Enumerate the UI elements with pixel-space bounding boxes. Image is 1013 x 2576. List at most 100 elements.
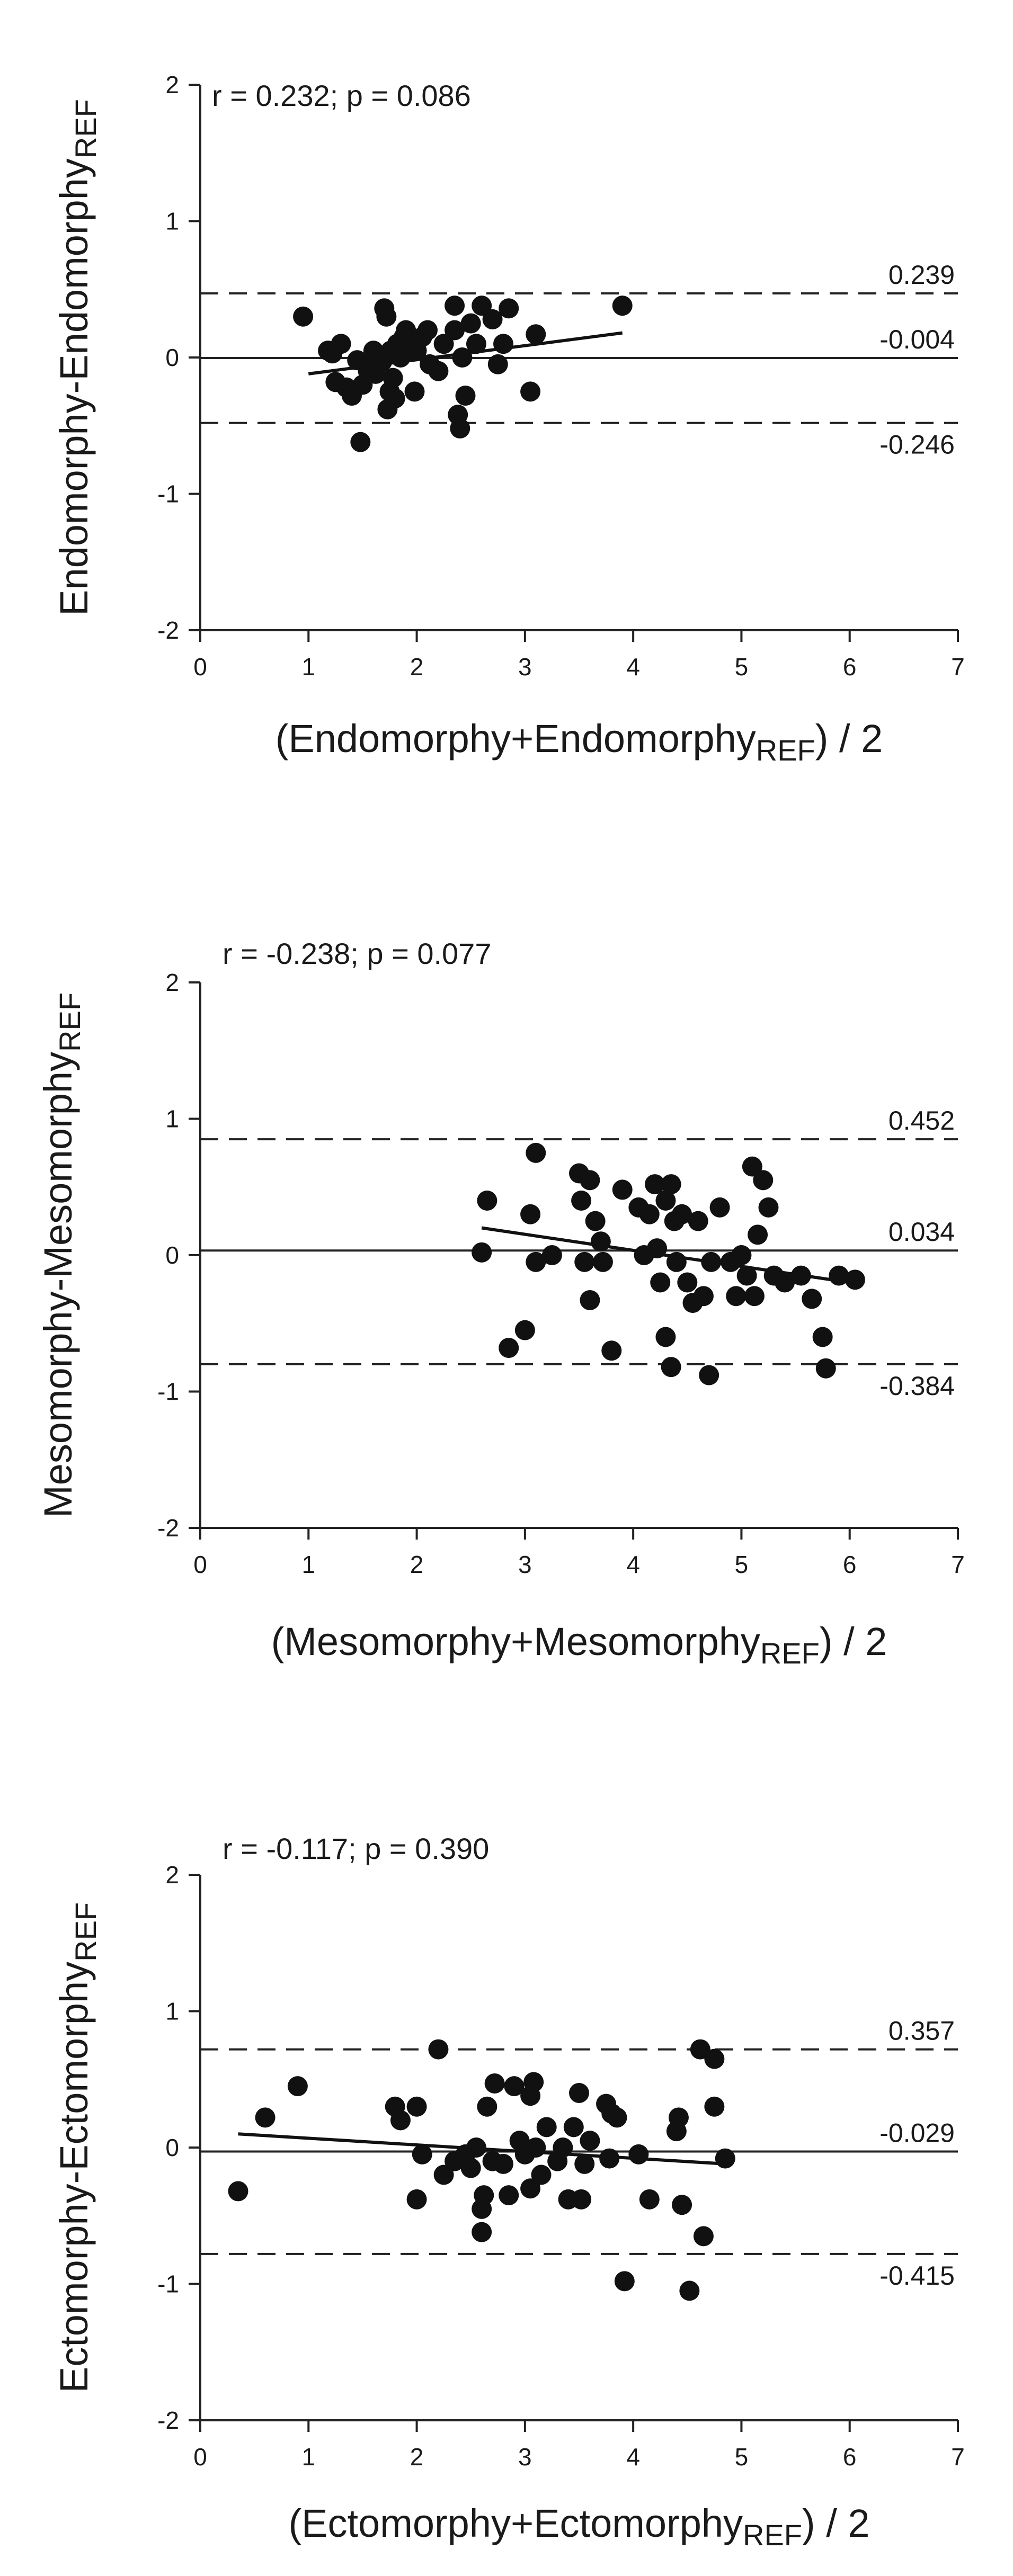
y-tick-label: 1 (165, 1105, 179, 1133)
reference-line-label: 0.239 (888, 260, 955, 290)
y-tick-label: -2 (157, 616, 179, 644)
x-tick-label: 3 (518, 653, 532, 681)
y-axis-title-subscript: REF (69, 1902, 102, 1962)
data-point (601, 1340, 622, 1361)
y-tick-label: 2 (165, 1861, 179, 1889)
x-axis-title-main: (Endomorphy+Endomorphy (276, 717, 756, 761)
data-point (628, 2144, 649, 2164)
data-point (672, 2195, 692, 2215)
data-point (228, 2181, 248, 2202)
data-point (553, 2137, 573, 2158)
reference-line-label: 0.357 (888, 2016, 955, 2046)
data-point (701, 1251, 722, 1272)
reference-line-label: 0.452 (888, 1106, 955, 1135)
data-point (693, 1286, 714, 1307)
y-tick-label: -1 (157, 1378, 179, 1406)
y-axis-title-subscript: REF (53, 992, 86, 1052)
y-axis-title-main: Mesomorphy-Mesomorphy (36, 1052, 80, 1518)
data-point (433, 2164, 454, 2185)
data-point (526, 1251, 546, 1272)
data-point (474, 2185, 494, 2206)
data-point (612, 1179, 633, 1200)
data-point (493, 334, 513, 354)
data-point (731, 1245, 752, 1265)
data-point (531, 2164, 552, 2185)
data-point (693, 2226, 714, 2247)
data-point (742, 1156, 762, 1177)
x-tick-label: 5 (735, 2443, 749, 2471)
data-point (406, 2096, 427, 2117)
data-point (499, 1338, 519, 1358)
data-point (790, 1265, 811, 1286)
y-tick-label: 1 (165, 1998, 179, 2025)
x-axis-title-subscript: REF (743, 2518, 802, 2552)
data-point (520, 2178, 541, 2199)
data-point (715, 2148, 735, 2169)
x-tick-label: 3 (518, 1551, 532, 1578)
data-point (744, 1286, 765, 1307)
y-tick-label: 0 (165, 1241, 179, 1269)
data-point (645, 1174, 665, 1195)
chart-panel-3: 0 1 2 3 4 5 6 7 -2 -1 0 1 2 0.357 -0.029 -0.415 r = -0.1… (52, 1832, 965, 2552)
data-point (726, 1286, 747, 1307)
reference-line-label: -0.384 (879, 1371, 955, 1401)
data-point (585, 1211, 606, 1231)
x-tick-label: 2 (410, 653, 424, 681)
x-tick-label: 6 (843, 2443, 857, 2471)
x-axis-title-main: (Mesomorphy+Mesomorphy (271, 1620, 760, 1663)
data-point (445, 320, 465, 341)
data-point (677, 1272, 698, 1293)
x-axis-title-subscript: REF (756, 734, 815, 767)
data-point (536, 2117, 557, 2137)
data-point (829, 1265, 849, 1286)
data-point (455, 386, 476, 406)
y-tick-label: 0 (165, 344, 179, 371)
data-point (699, 1365, 719, 1385)
data-point (331, 334, 351, 354)
data-point (666, 1251, 687, 1272)
data-point (661, 1357, 681, 1378)
data-point (504, 2076, 525, 2097)
x-tick-label: 1 (301, 2443, 315, 2471)
y-tick-label: -1 (157, 2270, 179, 2298)
data-point (293, 306, 314, 327)
x-tick-label: 1 (301, 1551, 315, 1578)
y-axis-title-subscript: REF (69, 99, 102, 158)
data-point (445, 296, 465, 316)
data-point (815, 1358, 836, 1379)
data-point (477, 1191, 497, 1211)
x-tick-label: 3 (518, 2443, 532, 2471)
data-point (396, 320, 416, 341)
y-tick-label: 2 (165, 71, 179, 99)
data-point (709, 1197, 730, 1218)
y-tick-label: 1 (165, 208, 179, 235)
reference-line-label: -0.004 (879, 325, 955, 354)
data-point (404, 381, 425, 402)
reference-line-label: -0.029 (879, 2118, 955, 2148)
data-point (668, 2107, 689, 2128)
data-point (650, 1272, 671, 1293)
data-point (417, 320, 438, 341)
x-axis-title-main: (Ectomorphy+Ectomorphy (289, 2501, 743, 2545)
x-axis-title: (Mesomorphy+MesomorphyREF) / 2 (271, 1620, 887, 1670)
data-point (493, 2153, 513, 2174)
data-point (580, 2131, 600, 2151)
data-point (350, 432, 371, 452)
data-point (433, 334, 454, 354)
data-point (812, 1327, 833, 1347)
x-axis-title: (Ectomorphy+EctomorphyREF) / 2 (289, 2501, 870, 2552)
y-tick-label: 2 (165, 969, 179, 996)
y-axis-title: Mesomorphy-MesomorphyREF (36, 992, 86, 1518)
y-tick-label: -2 (157, 1514, 179, 1542)
x-tick-label: 7 (951, 653, 965, 681)
data-point (520, 1204, 541, 1224)
correlation-stat: r = -0.238; p = 0.077 (223, 937, 491, 970)
data-point (614, 2271, 635, 2292)
y-tick-label: 0 (165, 2134, 179, 2161)
data-point (639, 1204, 660, 1224)
data-point (571, 1191, 592, 1211)
data-point (466, 2137, 486, 2158)
data-point (748, 1224, 768, 1245)
x-tick-label: 2 (410, 1551, 424, 1578)
